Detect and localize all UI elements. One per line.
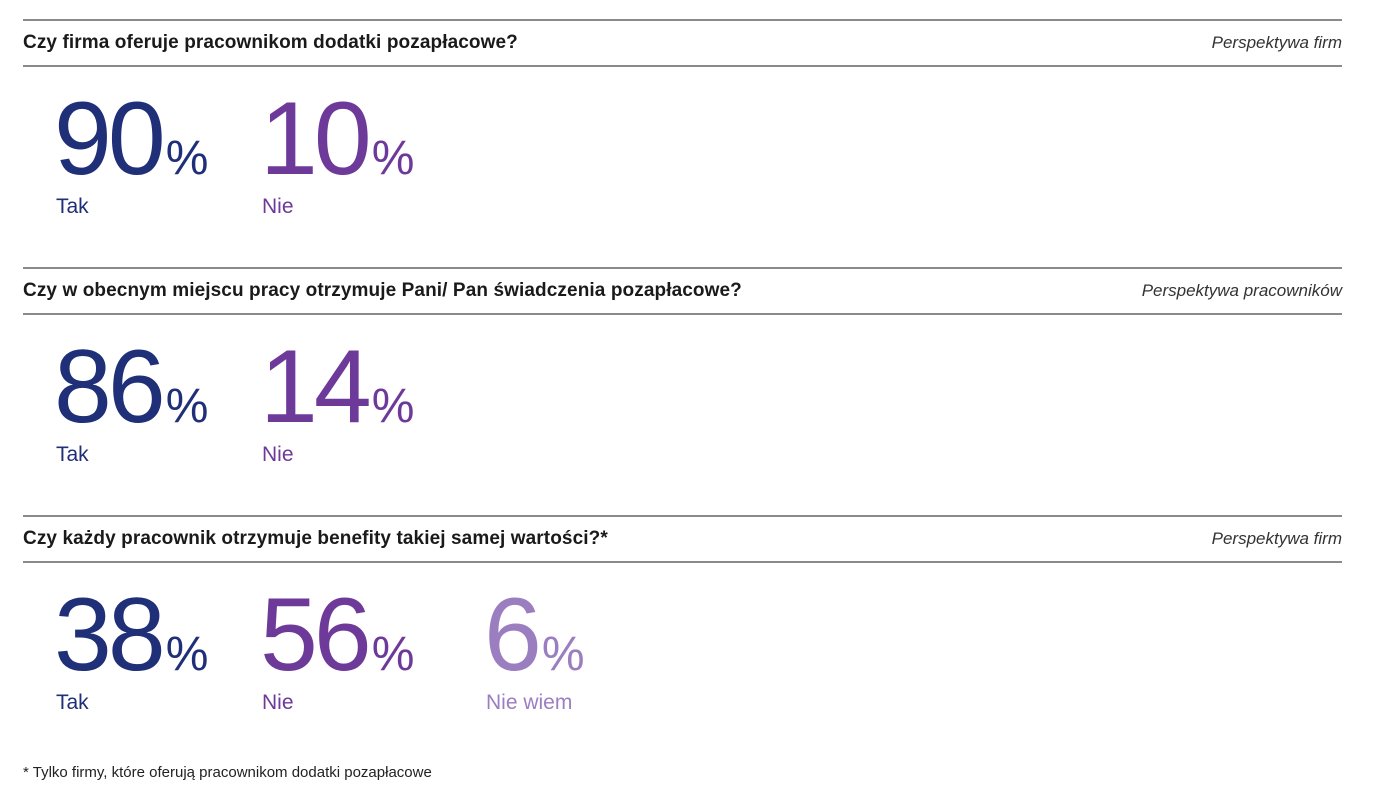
stat-value: 10 % <box>260 87 414 191</box>
stat-unit: % <box>371 628 415 681</box>
stat-tak: 90 % Tak <box>54 87 208 219</box>
stat-nie: 10 % Nie <box>260 87 414 219</box>
section-1: Czy firma oferuje pracownikom dodatki po… <box>23 19 1342 219</box>
section-1-question: Czy firma oferuje pracownikom dodatki po… <box>23 32 518 53</box>
stat-number: 10 <box>260 81 372 197</box>
stat-unit: % <box>541 628 585 681</box>
section-2-perspective: Perspektywa pracowników <box>1141 281 1342 300</box>
section-1-header: Czy firma oferuje pracownikom dodatki po… <box>23 19 1342 67</box>
stat-value: 56 % <box>260 583 414 687</box>
section-3: Czy każdy pracownik otrzymuje benefity t… <box>23 515 1342 715</box>
stat-value: 90 % <box>54 87 208 191</box>
stat-value: 38 % <box>54 583 208 687</box>
stat-number: 86 <box>54 329 166 445</box>
section-3-header: Czy każdy pracownik otrzymuje benefity t… <box>23 515 1342 563</box>
stat-number: 56 <box>260 577 372 693</box>
section-3-question: Czy każdy pracownik otrzymuje benefity t… <box>23 528 608 549</box>
section-3-stats: 38 % Tak 56 % Nie 6 % Nie wiem <box>23 563 1342 715</box>
footnote: * Tylko firmy, które oferują pracownikom… <box>23 764 432 781</box>
section-1-perspective: Perspektywa firm <box>1211 33 1342 52</box>
stat-tak: 38 % Tak <box>54 583 208 715</box>
stat-value: 6 % <box>484 583 585 687</box>
stat-number: 38 <box>54 577 166 693</box>
section-3-perspective: Perspektywa firm <box>1211 529 1342 548</box>
section-2-stats: 86 % Tak 14 % Nie <box>23 315 1342 467</box>
stat-label: Tak <box>56 195 89 218</box>
stat-label: Nie wiem <box>486 691 573 714</box>
section-2-question: Czy w obecnym miejscu pracy otrzymuje Pa… <box>23 280 742 301</box>
stat-number: 6 <box>484 577 542 693</box>
stat-unit: % <box>165 132 209 185</box>
stat-value: 86 % <box>54 335 208 439</box>
section-2-header: Czy w obecnym miejscu pracy otrzymuje Pa… <box>23 267 1342 315</box>
stat-tak: 86 % Tak <box>54 335 208 467</box>
stat-label: Tak <box>56 691 89 714</box>
stat-nie: 14 % Nie <box>260 335 414 467</box>
stat-value: 14 % <box>260 335 414 439</box>
stat-label: Nie <box>262 195 294 218</box>
stat-nie: 56 % Nie <box>260 583 414 715</box>
stat-unit: % <box>371 380 415 433</box>
stat-label: Nie <box>262 443 294 466</box>
section-1-stats: 90 % Tak 10 % Nie <box>23 67 1342 219</box>
stat-number: 90 <box>54 81 166 197</box>
section-2: Czy w obecnym miejscu pracy otrzymuje Pa… <box>23 267 1342 467</box>
stat-label: Nie <box>262 691 294 714</box>
stat-unit: % <box>165 380 209 433</box>
stat-nie-wiem: 6 % Nie wiem <box>484 583 585 715</box>
stat-unit: % <box>371 132 415 185</box>
stat-number: 14 <box>260 329 372 445</box>
stat-unit: % <box>165 628 209 681</box>
stat-label: Tak <box>56 443 89 466</box>
